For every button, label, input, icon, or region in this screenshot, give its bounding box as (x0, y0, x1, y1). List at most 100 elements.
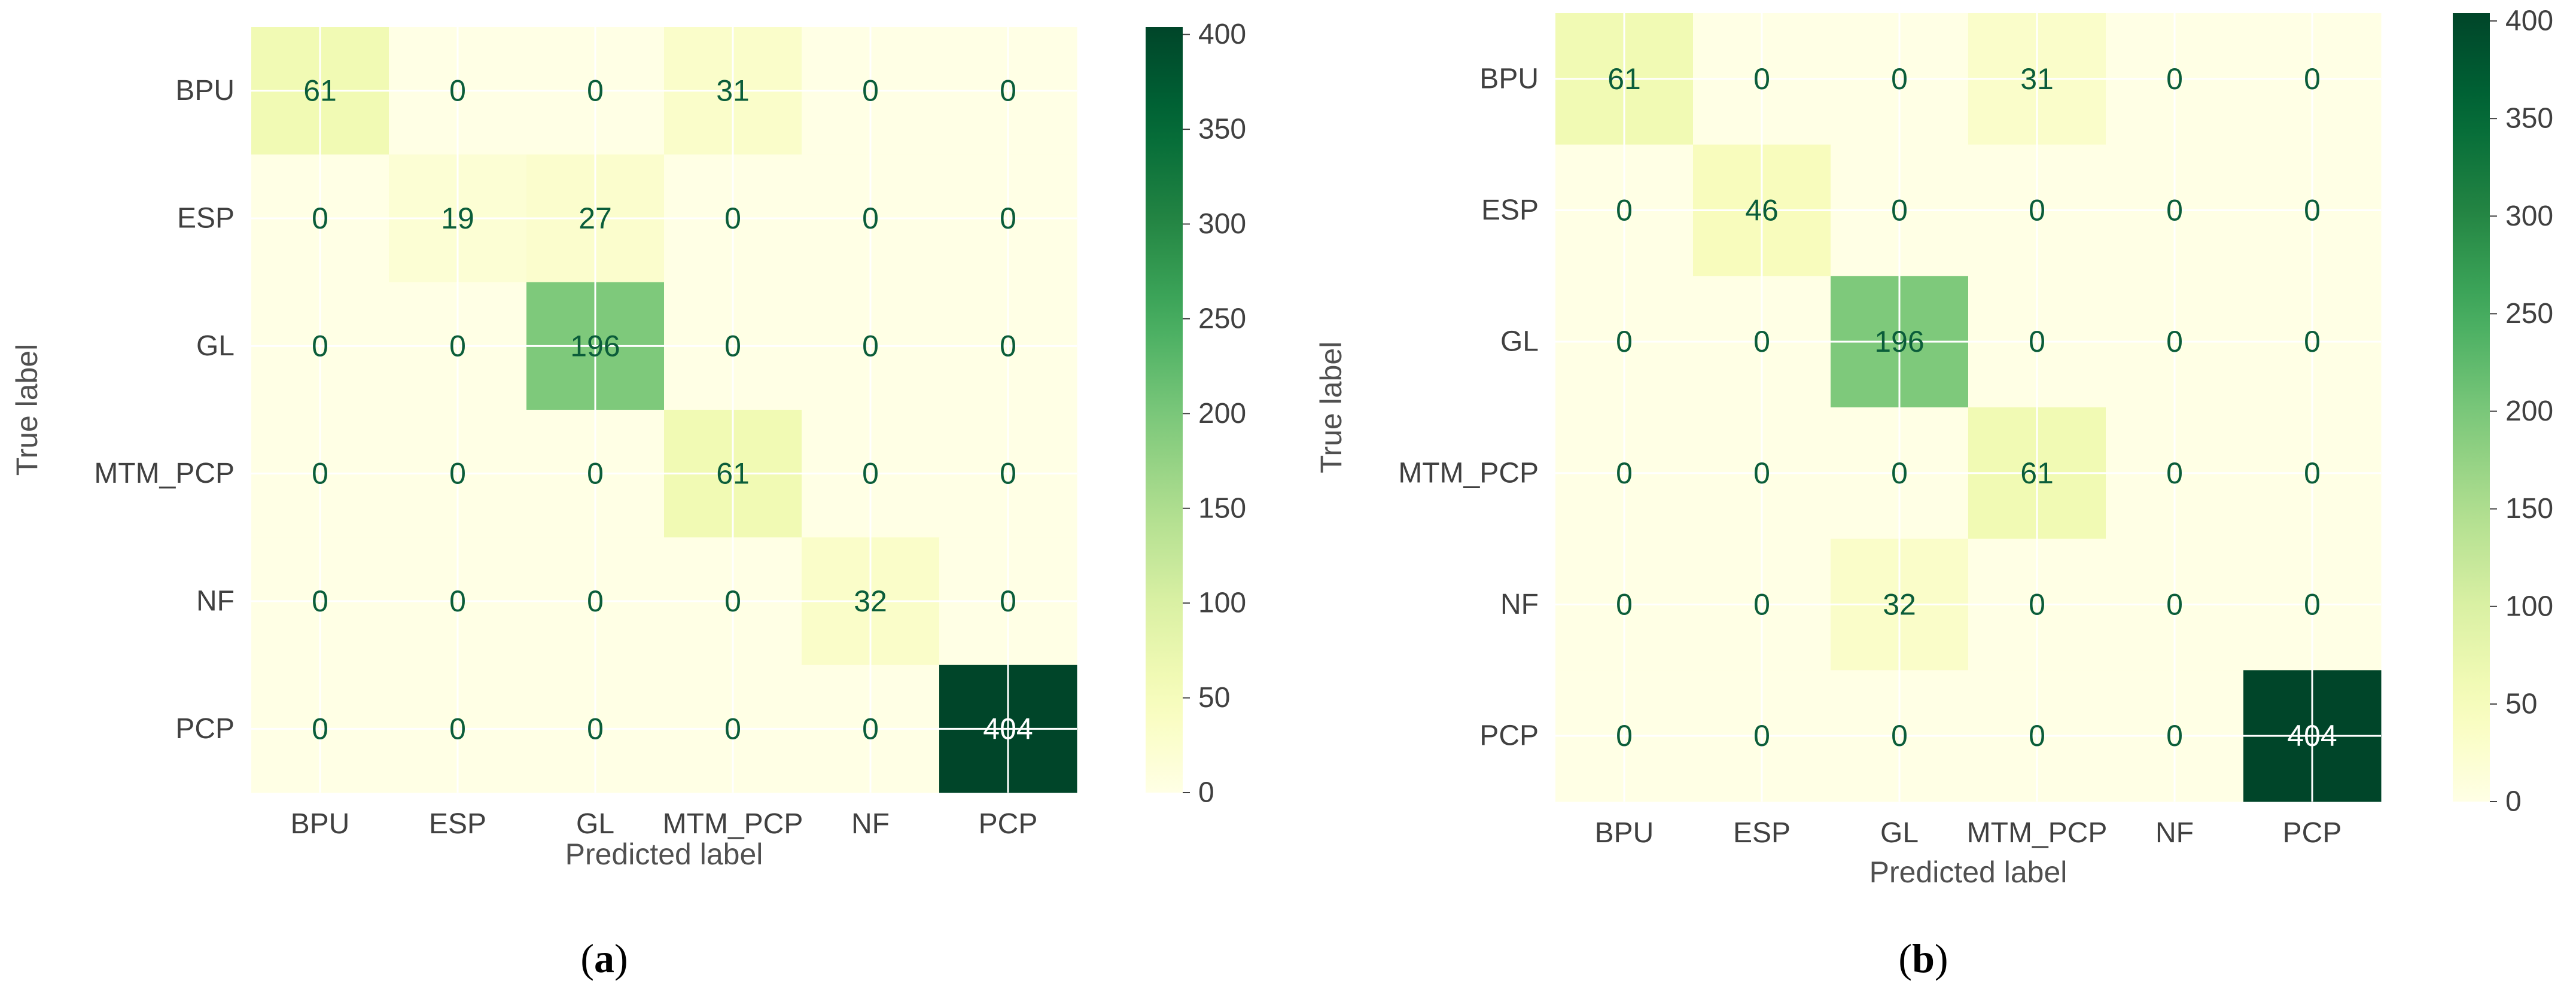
cell-value-label: 0 (862, 202, 879, 235)
y-tick-label: BPU (175, 75, 235, 106)
colorbar-tick-label: 50 (2505, 688, 2537, 720)
cell-value-label: 0 (312, 584, 328, 618)
panel-label-open: ( (1898, 936, 1912, 981)
cell-value-label: 0 (2166, 62, 2183, 96)
cell-value-label: 0 (1891, 719, 1908, 753)
cell-value-label: 0 (2029, 325, 2045, 358)
cell-value-label: 0 (2029, 719, 2045, 753)
cell-value-label: 0 (2166, 325, 2183, 358)
cell-value-label: 0 (1753, 456, 1770, 490)
y-tick-label: NF (196, 586, 235, 617)
cell-value-label: 27 (578, 202, 612, 235)
cell-value-label: 0 (312, 329, 328, 363)
cell-value-label: 0 (1616, 588, 1633, 622)
cell-value-label: 0 (1616, 194, 1633, 227)
cell-value-label: 61 (716, 457, 750, 491)
cell-value-label: 0 (1616, 456, 1633, 490)
panel-label: (b) (1898, 936, 1948, 981)
x-tick-label: BPU (291, 808, 350, 840)
cell-value-label: 31 (2020, 62, 2054, 96)
panel-label-letter: b (1912, 936, 1935, 981)
colorbar-tick-label: 0 (2505, 786, 2522, 818)
colorbar-tick-label: 250 (1198, 303, 1246, 334)
colorbar-tick-label: 350 (1198, 114, 1246, 145)
panel-label: (a) (580, 936, 628, 981)
y-tick-label: BPU (1479, 63, 1539, 95)
cell-value-label: 0 (1753, 719, 1770, 753)
cell-value-label: 196 (1874, 325, 1924, 358)
cell-value-label: 0 (449, 457, 466, 491)
cell-value-label: 0 (1753, 588, 1770, 622)
cell-value-label: 61 (1607, 62, 1641, 96)
cell-value-label: 0 (449, 584, 466, 618)
y-axis-title: True label (10, 344, 44, 476)
cell-value-label: 0 (2029, 194, 2045, 227)
cell-value-label: 0 (449, 329, 466, 363)
x-tick-label: GL (576, 808, 614, 840)
colorbar-tick-label: 150 (2505, 493, 2553, 525)
cell-value-label: 0 (1753, 325, 1770, 358)
cell-value-label: 196 (570, 329, 620, 363)
cell-value-label: 0 (449, 74, 466, 108)
cell-value-label: 0 (587, 74, 604, 108)
cell-value-label: 0 (2166, 456, 2183, 490)
panel-label-close: ) (1935, 936, 1948, 981)
cell-value-label: 0 (2166, 194, 2183, 227)
cell-value-label: 0 (312, 457, 328, 491)
cell-value-label: 0 (1891, 62, 1908, 96)
y-tick-label: NF (1500, 589, 1539, 620)
cell-value-label: 0 (1000, 74, 1016, 108)
cell-value-label: 0 (312, 202, 328, 235)
colorbar (2453, 13, 2490, 802)
x-axis-title: Predicted label (1869, 855, 2068, 889)
cell-value-label: 32 (1883, 588, 1916, 622)
x-tick-label: NF (851, 808, 890, 840)
colorbar-tick-label: 300 (1198, 208, 1246, 240)
cell-value-label: 0 (862, 712, 879, 745)
cell-value-label: 0 (862, 457, 879, 491)
cell-value-label: 0 (312, 712, 328, 745)
x-tick-label: NF (2155, 817, 2194, 849)
colorbar-tick-label: 400 (1198, 19, 1246, 50)
cell-value-label: 0 (1616, 325, 1633, 358)
cell-value-label: 0 (1000, 202, 1016, 235)
colorbar-tick-label: 350 (2505, 103, 2553, 135)
x-axis-title: Predicted label (565, 837, 763, 871)
colorbar-tick-label: 0 (1198, 777, 1214, 809)
colorbar-tick-label: 100 (1198, 587, 1246, 619)
y-tick-label: ESP (1481, 194, 1539, 226)
cell-value-label: 0 (1891, 194, 1908, 227)
cell-value-label: 32 (854, 584, 887, 618)
cell-value-label: 0 (2304, 588, 2321, 622)
y-tick-label: ESP (177, 203, 235, 234)
cell-value-label: 0 (724, 329, 741, 363)
confusion-matrix-panel-a: 61 0 0 31 0 0 0 19 27 0 0 0 0 0 196 0 0 0 0 0 0 61 0 0 0 0 0 0 32 0 0 0… (10, 19, 1246, 981)
colorbar-tick-label: 200 (1198, 398, 1246, 430)
cell-value-label: 61 (2020, 456, 2054, 490)
x-tick-label: PCP (2283, 817, 2342, 849)
colorbar-tick-label: 100 (2505, 590, 2553, 622)
x-tick-label: MTM_PCP (1967, 817, 2108, 849)
cell-value-label: 0 (1000, 329, 1016, 363)
cell-value-label: 0 (449, 712, 466, 745)
colorbar-tick-label: 150 (1198, 492, 1246, 524)
cell-value-label: 0 (2304, 456, 2321, 490)
colorbar-tick-label: 200 (2505, 395, 2553, 427)
cell-value-label: 0 (2304, 325, 2321, 358)
y-tick-label: PCP (1479, 720, 1539, 752)
colorbar-tick-label: 300 (2505, 200, 2553, 232)
cell-value-label: 31 (716, 74, 750, 108)
cell-value-label: 0 (862, 74, 879, 108)
y-tick-label: GL (1500, 326, 1539, 358)
y-tick-label: PCP (175, 713, 235, 745)
cell-value-label: 0 (2166, 719, 2183, 753)
cell-value-label: 0 (724, 712, 741, 745)
x-tick-label: ESP (1733, 817, 1791, 849)
cell-value-label: 0 (724, 584, 741, 618)
y-tick-label: GL (196, 330, 235, 362)
cell-value-label: 0 (2166, 588, 2183, 622)
cell-value-label: 0 (1000, 457, 1016, 491)
y-tick-label: MTM_PCP (94, 458, 235, 489)
colorbar-tick-label: 250 (2505, 298, 2553, 330)
cell-value-label: 0 (587, 584, 604, 618)
